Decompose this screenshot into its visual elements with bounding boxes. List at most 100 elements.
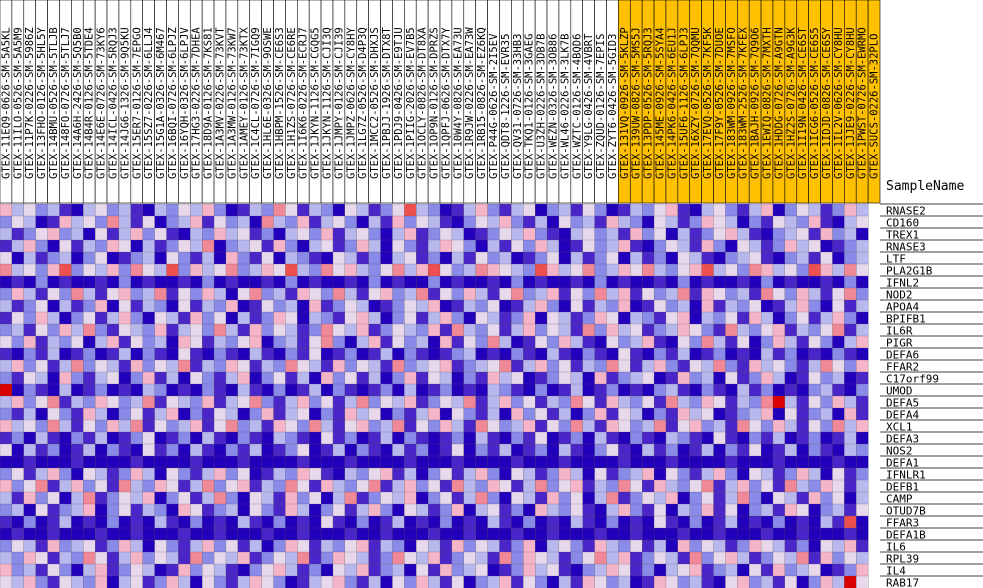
heatmap-cell xyxy=(665,503,679,517)
heatmap-cell xyxy=(832,311,845,325)
heatmap-cell xyxy=(820,227,833,241)
heatmap-cell xyxy=(463,563,477,577)
heatmap-cell xyxy=(47,539,60,553)
heatmap-cell xyxy=(796,383,809,397)
heatmap-cell xyxy=(844,215,857,229)
heatmap-cell xyxy=(225,515,239,529)
heatmap-cell xyxy=(118,215,132,229)
heatmap-cell xyxy=(47,215,60,229)
heatmap-cell xyxy=(689,539,702,553)
heatmap-cell xyxy=(368,467,381,481)
heatmap-cell xyxy=(332,215,346,229)
heatmap-cell xyxy=(416,479,429,493)
heatmap-cell xyxy=(499,455,512,469)
heatmap-cell xyxy=(439,359,453,373)
heatmap-cell xyxy=(535,275,548,289)
heatmap-cell xyxy=(677,311,691,325)
heatmap-cell xyxy=(23,335,37,349)
heatmap-cell xyxy=(11,347,25,361)
heatmap-cell xyxy=(820,503,833,517)
heatmap-cell xyxy=(701,323,714,337)
heatmap-cell xyxy=(320,287,334,301)
heatmap-cell xyxy=(784,359,798,373)
heatmap-cell xyxy=(475,335,488,349)
heatmap-cell xyxy=(558,227,572,241)
heatmap-cell xyxy=(35,323,48,337)
heatmap-cell xyxy=(844,371,857,385)
heatmap-cell xyxy=(653,575,667,588)
heatmap-cell xyxy=(332,455,346,469)
heatmap-cell xyxy=(47,227,60,241)
heatmap-cell xyxy=(618,275,631,289)
sample-label: GTEX-1I6K6-0226-SM-ECRJ7 xyxy=(298,27,310,179)
heatmap-cell xyxy=(451,383,465,397)
heatmap-cell xyxy=(35,251,48,265)
heatmap-cell xyxy=(653,335,667,349)
heatmap-cell xyxy=(642,215,655,229)
heatmap-cell xyxy=(475,515,488,529)
heatmap-cell xyxy=(166,347,179,361)
heatmap-cell xyxy=(475,227,488,241)
heatmap-cell xyxy=(237,251,251,265)
heatmap-cell xyxy=(689,443,702,457)
heatmap-cell xyxy=(190,563,203,577)
heatmap-cell xyxy=(844,407,857,421)
heatmap-cell xyxy=(0,491,13,505)
heatmap-cell xyxy=(35,467,48,481)
sample-label: GTEX-183WM-0926-SM-7MSFO xyxy=(726,27,738,179)
gene-label: DEFA1B xyxy=(886,529,926,542)
heatmap-cell xyxy=(202,431,215,445)
heatmap-cell xyxy=(820,455,833,469)
heatmap-cell xyxy=(570,479,584,493)
heatmap-cell xyxy=(83,407,96,421)
heatmap-cell xyxy=(309,491,322,505)
heatmap-cell xyxy=(594,515,607,529)
heatmap-cell xyxy=(689,263,702,277)
heatmap-cell xyxy=(178,335,191,349)
heatmap-cell xyxy=(737,287,750,301)
heatmap-cell xyxy=(653,371,667,385)
heatmap-cell xyxy=(83,467,96,481)
heatmap-cell xyxy=(749,347,762,361)
heatmap-cell xyxy=(368,347,381,361)
heatmap-cell xyxy=(499,215,512,229)
heatmap-cell xyxy=(427,239,441,253)
heatmap-cell xyxy=(511,515,524,529)
heatmap-cell xyxy=(630,503,643,517)
heatmap-cell xyxy=(689,251,702,265)
heatmap-cell xyxy=(653,503,667,517)
heatmap-cell xyxy=(166,275,179,289)
sample-label: GTEX-1JKYN-1126-SM-CJI3Q xyxy=(322,27,334,179)
heatmap-cell xyxy=(130,347,144,361)
heatmap-cell xyxy=(642,467,655,481)
heatmap-cell xyxy=(309,311,322,325)
heatmap-cell xyxy=(451,395,465,409)
heatmap-cell xyxy=(499,563,512,577)
heatmap-cell xyxy=(749,395,762,409)
heatmap-cell xyxy=(47,359,60,373)
heatmap-cell xyxy=(820,311,833,325)
heatmap-cell xyxy=(332,527,346,541)
heatmap-cell xyxy=(475,311,488,325)
sample-label: GTEX-1RB15-0826-SM-EZ6KQ xyxy=(476,27,488,179)
heatmap-cell xyxy=(749,455,762,469)
heatmap-cell xyxy=(225,455,239,469)
heatmap-cell xyxy=(237,479,251,493)
heatmap-cell xyxy=(725,383,738,397)
heatmap-cell xyxy=(0,503,13,517)
heatmap-cell xyxy=(725,287,738,301)
heatmap-cell xyxy=(784,215,798,229)
heatmap-cell xyxy=(237,347,251,361)
heatmap-cell xyxy=(737,359,750,373)
heatmap-cell xyxy=(463,479,477,493)
heatmap-cell xyxy=(320,491,334,505)
gene-label: RPL39 xyxy=(886,553,919,566)
heatmap-cell xyxy=(820,383,833,397)
heatmap-cell xyxy=(689,275,702,289)
heatmap-cell xyxy=(142,311,155,325)
gene-label: FFAR2 xyxy=(886,361,919,374)
heatmap-cell xyxy=(642,287,655,301)
heatmap-cell xyxy=(404,203,417,217)
heatmap-cell xyxy=(772,215,786,229)
heatmap-cell xyxy=(772,371,786,385)
